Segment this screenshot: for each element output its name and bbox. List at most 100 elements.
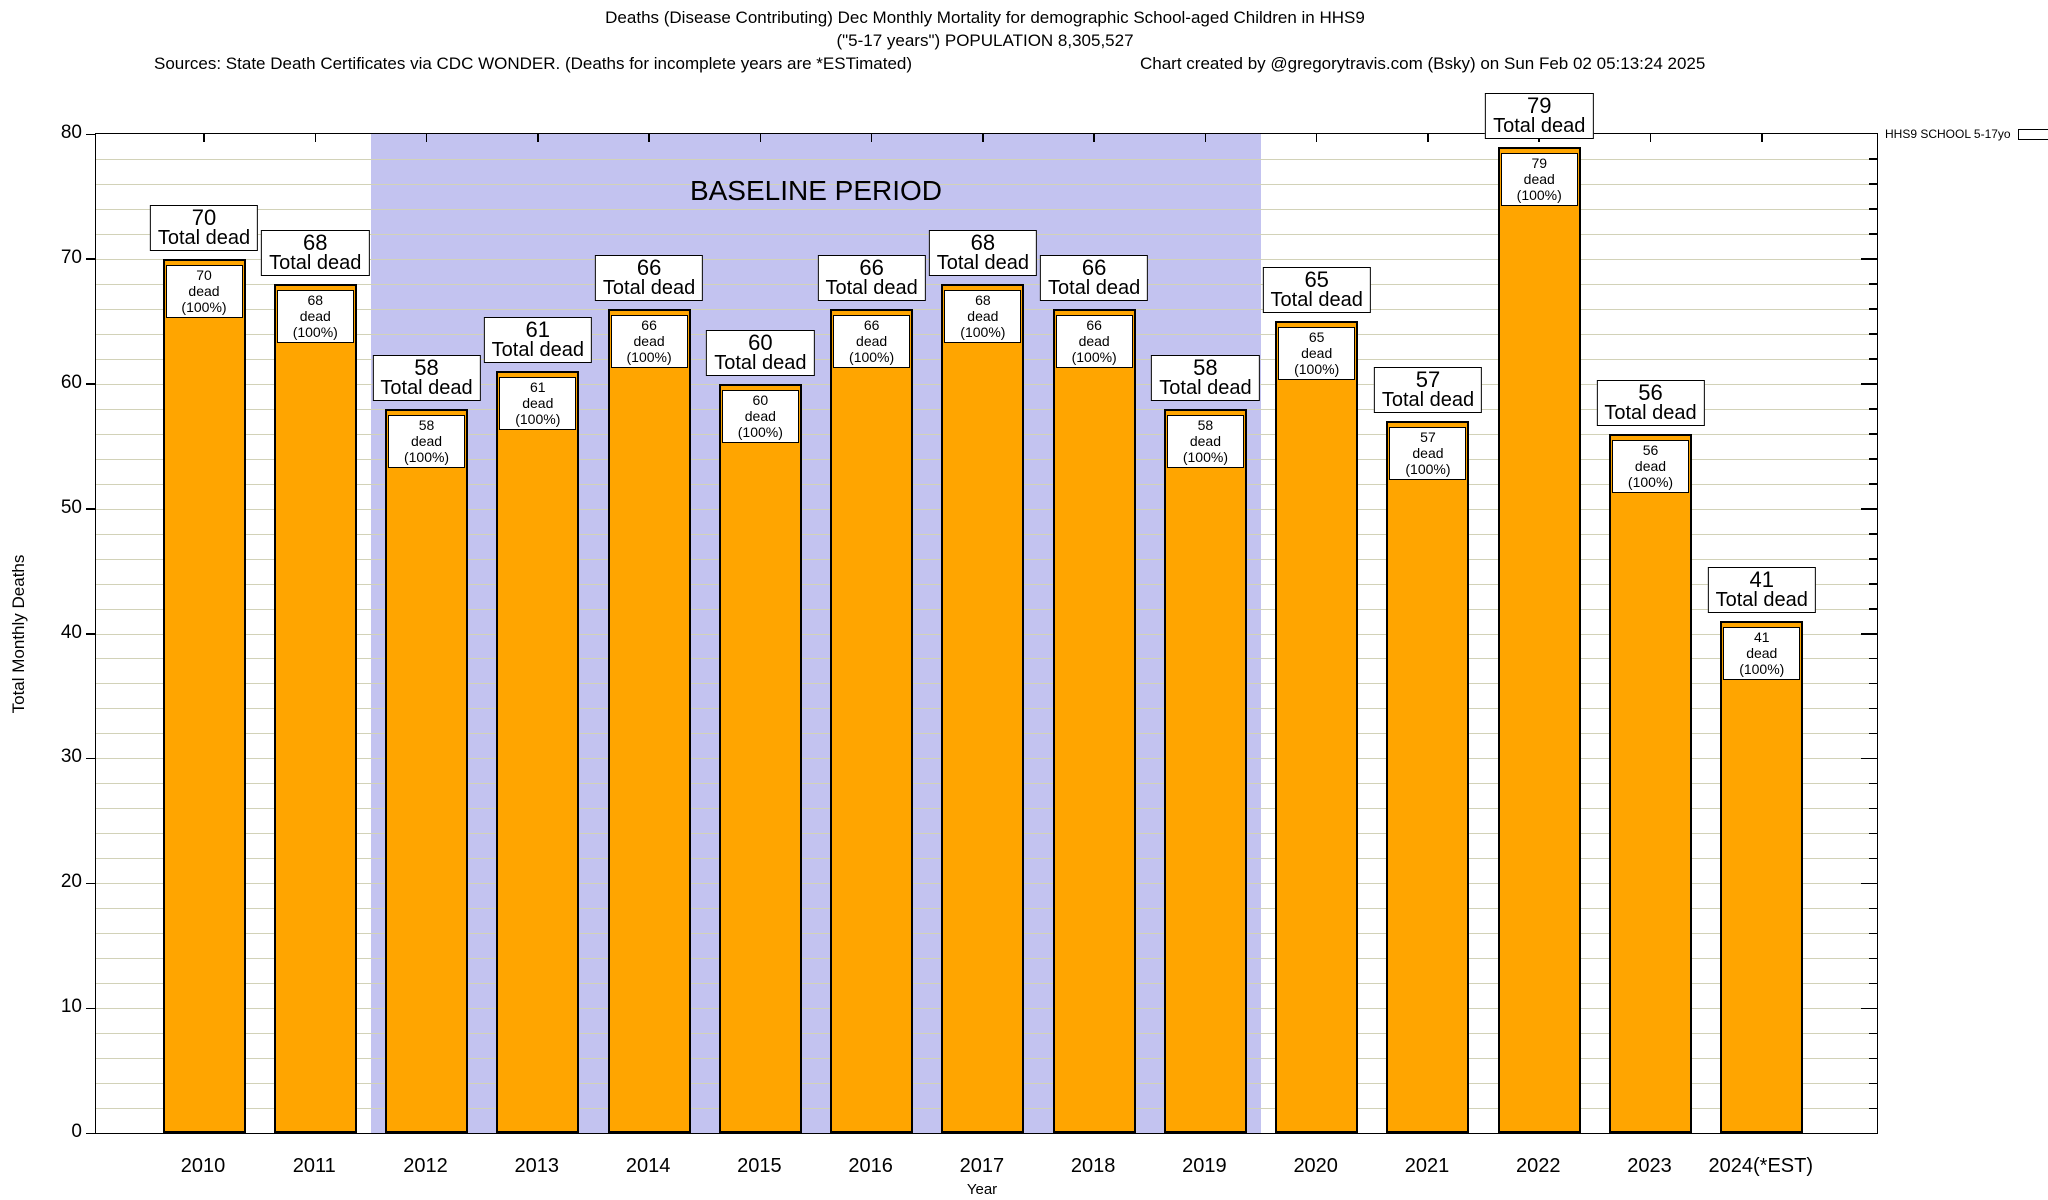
bar-total-label: 58 Total dead bbox=[372, 354, 481, 401]
bar-total-value: 66 bbox=[859, 254, 884, 280]
top-axis-tick bbox=[203, 134, 205, 142]
bar-inner-text: dead (100%) bbox=[1294, 345, 1340, 378]
bar-inner-label: 79 dead (100%) bbox=[1500, 152, 1578, 206]
bar-2012: 58 dead (100%) bbox=[385, 408, 469, 1133]
bar-total-text: Total dead bbox=[1048, 276, 1141, 299]
legend: HHS9 SCHOOL 5-17yo bbox=[1885, 127, 2048, 141]
bar-2018: 66 dead (100%) bbox=[1052, 308, 1136, 1133]
chart-title-line2: ("5-17 years") POPULATION 8,305,527 bbox=[836, 31, 1134, 50]
x-tick-label: 2017 bbox=[959, 1155, 1005, 1177]
top-axis-tick bbox=[648, 134, 650, 142]
right-axis-tick bbox=[1869, 458, 1877, 460]
bar-inner-label: 58 dead (100%) bbox=[1166, 414, 1244, 468]
bar-total-label: 70 Total dead bbox=[149, 204, 259, 251]
x-axis-tick-labels: 2010 2011 2012 2013 2014 2015 2016 2017 2018 2019… bbox=[95, 1155, 1876, 1185]
bar-inner-value: 56 bbox=[1642, 441, 1659, 458]
bar-total-label: 68 Total dead bbox=[928, 229, 1038, 276]
bar-total-text: Total dead bbox=[269, 251, 362, 274]
bar-2010: 70 dead (100%) bbox=[162, 258, 246, 1133]
right-axis-tick bbox=[1869, 682, 1877, 685]
x-tick-label: 2021 bbox=[1404, 1155, 1450, 1177]
bar-inner-value: 57 bbox=[1420, 429, 1436, 446]
left-axis-tick bbox=[86, 133, 95, 135]
bar-inner-text: dead (100%) bbox=[960, 307, 1006, 340]
bar-total-value: 60 bbox=[748, 329, 773, 355]
bar-total-value: 66 bbox=[1081, 254, 1107, 280]
right-axis-tick bbox=[1869, 857, 1877, 860]
bar-total-text: Total dead bbox=[157, 226, 251, 249]
top-axis-tick bbox=[1315, 134, 1318, 142]
bar-2023: 56 dead (100%) bbox=[1609, 433, 1692, 1133]
bar-total-label: 66 Total dead bbox=[817, 254, 926, 301]
bar-inner-label: 58 dead (100%) bbox=[388, 414, 466, 468]
right-axis-tick bbox=[1869, 932, 1877, 935]
top-axis-tick bbox=[1761, 134, 1763, 142]
y-tick-label: 50 bbox=[60, 496, 82, 518]
bar-inner-text: dead (100%) bbox=[1071, 332, 1117, 365]
gridline bbox=[96, 183, 1877, 185]
x-tick-label: 2024(*EST) bbox=[1708, 1155, 1814, 1177]
bar-inner-value: 60 bbox=[752, 391, 769, 408]
right-axis-tick bbox=[1869, 233, 1877, 235]
bar-2017: 68 dead (100%) bbox=[941, 283, 1025, 1133]
left-axis-tick bbox=[86, 383, 95, 385]
bar-total-value: 66 bbox=[636, 254, 662, 280]
y-tick-label: 20 bbox=[60, 871, 82, 893]
bar-total-label: 66 Total dead bbox=[594, 254, 704, 301]
left-axis-tick bbox=[86, 757, 95, 760]
right-axis-tick bbox=[1869, 583, 1877, 585]
left-axis-tick bbox=[86, 882, 95, 885]
bar-total-label: 58 Total dead bbox=[1151, 354, 1260, 401]
x-tick-label: 2023 bbox=[1627, 1155, 1672, 1177]
y-tick-label: 60 bbox=[60, 371, 82, 393]
bar-inner-text: dead (100%) bbox=[1739, 645, 1785, 678]
right-axis-tick bbox=[1869, 408, 1877, 410]
bar-inner-text: dead (100%) bbox=[1182, 432, 1228, 465]
legend-swatch bbox=[2017, 128, 2048, 140]
right-axis-tick bbox=[1869, 533, 1877, 535]
bar-total-value: 65 bbox=[1304, 267, 1329, 293]
bar-2014: 66 dead (100%) bbox=[607, 308, 691, 1133]
right-axis-tick bbox=[1869, 807, 1877, 810]
plot-area: BASELINE PERIOD 70 dead (100%) 70 Total dead… bbox=[86, 92, 1878, 1134]
x-tick-label: 2013 bbox=[514, 1155, 560, 1177]
top-axis-tick bbox=[1093, 134, 1095, 142]
bar-total-text: Total dead bbox=[1604, 401, 1697, 424]
right-axis-tick bbox=[1869, 957, 1877, 960]
bar-inner-label: 60 dead (100%) bbox=[721, 389, 799, 443]
x-tick-label: 2016 bbox=[848, 1155, 893, 1177]
right-axis-tick bbox=[1861, 508, 1877, 510]
top-axis-tick bbox=[314, 134, 317, 142]
bar-total-text: Total dead bbox=[1715, 589, 1808, 612]
bar-total-value: 70 bbox=[191, 204, 217, 230]
bar-inner-value: 66 bbox=[863, 316, 880, 333]
x-tick-label: 2014 bbox=[625, 1155, 671, 1177]
x-tick-label: 2011 bbox=[292, 1155, 336, 1177]
right-axis-tick bbox=[1869, 558, 1877, 560]
x-tick-label: 2020 bbox=[1293, 1155, 1338, 1177]
bar-2013: 61 dead (100%) bbox=[496, 371, 580, 1133]
bar-inner-text: dead (100%) bbox=[1627, 457, 1674, 490]
chart-credit-note: Chart created by @gregorytravis.com (Bsk… bbox=[1140, 54, 1706, 73]
gridline bbox=[96, 208, 1877, 210]
bar-inner-label: 56 dead (100%) bbox=[1612, 439, 1689, 493]
chart-sources-note: Sources: State Death Certificates via CD… bbox=[154, 54, 913, 73]
left-axis-tick bbox=[86, 258, 95, 260]
bar-inner-value: 70 bbox=[196, 266, 212, 283]
top-axis-tick bbox=[1649, 134, 1652, 142]
bar-inner-text: dead (100%) bbox=[403, 432, 450, 465]
bar-2020: 65 dead (100%) bbox=[1275, 321, 1359, 1133]
left-axis-tick bbox=[86, 1132, 95, 1134]
right-axis-tick bbox=[1869, 1057, 1877, 1060]
left-axis-tick bbox=[86, 508, 95, 510]
bar-inner-text: dead (100%) bbox=[849, 332, 895, 365]
bar-inner-text: dead (100%) bbox=[1405, 445, 1451, 478]
right-axis-tick bbox=[1861, 633, 1877, 635]
right-axis-tick bbox=[1869, 832, 1877, 835]
bar-total-text: Total dead bbox=[1381, 389, 1475, 412]
top-axis-tick bbox=[537, 134, 539, 142]
bar-inner-label: 65 dead (100%) bbox=[1278, 327, 1356, 381]
right-axis-tick bbox=[1869, 707, 1877, 710]
top-axis-tick bbox=[425, 134, 428, 142]
bar-total-value: 61 bbox=[525, 317, 551, 343]
